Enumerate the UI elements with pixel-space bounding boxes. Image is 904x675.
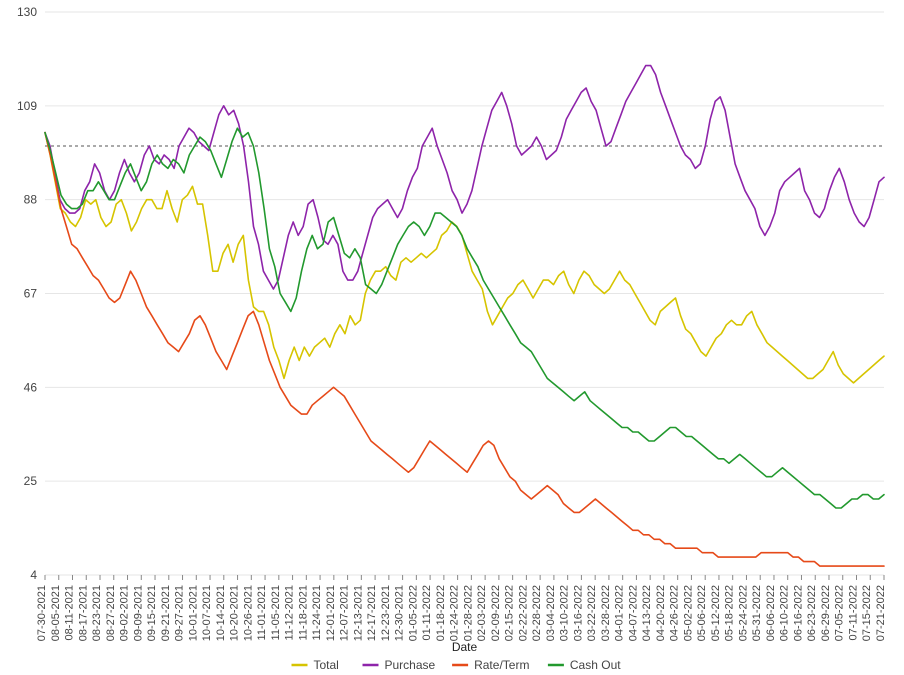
x-tick-label: 02-09-2022 <box>490 585 502 641</box>
x-tick-label: 03-10-2022 <box>559 585 571 641</box>
x-tick-label: 01-05-2022 <box>407 585 419 641</box>
x-tick-label: 04-20-2022 <box>655 585 667 641</box>
x-tick-label: 07-30-2021 <box>36 585 48 641</box>
x-tick-label: 03-28-2022 <box>600 585 612 641</box>
x-tick-label: 10-20-2021 <box>229 585 241 641</box>
y-tick-label: 88 <box>24 193 38 207</box>
x-tick-label: 01-28-2022 <box>462 585 474 641</box>
x-tick-label: 12-17-2021 <box>366 585 378 641</box>
x-tick-label: 12-30-2021 <box>394 585 406 641</box>
x-tick-label: 08-27-2021 <box>105 585 117 641</box>
x-tick-label: 05-06-2022 <box>696 585 708 641</box>
x-tick-label: 12-07-2021 <box>339 585 351 641</box>
x-tick-label: 04-13-2022 <box>641 585 653 641</box>
x-tick-label: 11-12-2021 <box>284 585 296 640</box>
x-tick-label: 09-09-2021 <box>132 585 144 641</box>
x-tick-label: 06-29-2022 <box>820 585 832 641</box>
x-tick-label: 09-02-2021 <box>119 585 131 641</box>
x-tick-label: 09-15-2021 <box>146 585 158 641</box>
x-tick-label: 05-18-2022 <box>724 585 736 641</box>
x-tick-label: 07-15-2022 <box>861 585 873 641</box>
x-tick-label: 07-11-2022 <box>847 585 859 640</box>
x-tick-label: 05-12-2022 <box>710 585 722 641</box>
x-tick-label: 03-22-2022 <box>586 585 598 641</box>
x-tick-label: 05-24-2022 <box>737 585 749 641</box>
x-tick-label: 04-07-2022 <box>627 585 639 641</box>
x-tick-label: 08-05-2021 <box>50 585 62 641</box>
x-tick-label: 10-14-2021 <box>215 585 227 641</box>
x-tick-label: 02-03-2022 <box>476 585 488 641</box>
x-tick-label: 12-01-2021 <box>325 585 337 641</box>
x-tick-label: 12-13-2021 <box>352 585 364 641</box>
x-tick-label: 11-18-2021 <box>297 585 309 640</box>
legend-label: Purchase <box>385 658 436 672</box>
x-tick-label: 03-16-2022 <box>572 585 584 641</box>
x-tick-label: 12-23-2021 <box>380 585 392 641</box>
x-tick-label: 02-15-2022 <box>504 585 516 641</box>
y-tick-label: 130 <box>17 5 37 19</box>
x-tick-label: 05-31-2022 <box>751 585 763 641</box>
x-tick-label: 10-26-2021 <box>242 585 254 641</box>
x-tick-label: 07-21-2022 <box>875 585 887 641</box>
x-tick-label: 06-23-2022 <box>806 585 818 641</box>
x-tick-label: 02-28-2022 <box>531 585 543 641</box>
legend-label: Total <box>314 658 339 672</box>
x-tick-label: 06-06-2022 <box>765 585 777 641</box>
y-tick-label: 67 <box>24 287 38 301</box>
x-tick-label: 01-24-2022 <box>449 585 461 641</box>
x-tick-label: 10-07-2021 <box>201 585 213 641</box>
y-tick-label: 109 <box>17 99 37 113</box>
line-chart: 4 25 46 67 88 109 130 07-30-202108-05-202108-11… <box>0 0 904 675</box>
x-tick-label: 10-01-2021 <box>187 585 199 641</box>
x-tick-label: 07-05-2022 <box>834 585 846 641</box>
x-tick-label: 04-26-2022 <box>669 585 681 641</box>
x-tick-label: 11-24-2021 <box>311 585 323 640</box>
x-tick-label: 08-17-2021 <box>77 585 89 641</box>
x-tick-label: 01-18-2022 <box>435 585 447 641</box>
x-tick-label: 06-10-2022 <box>779 585 791 641</box>
x-tick-label: 04-01-2022 <box>614 585 626 641</box>
x-tick-label: 03-04-2022 <box>545 585 557 641</box>
x-tick-label: 11-01-2021 <box>256 585 268 640</box>
x-tick-label: 09-27-2021 <box>174 585 186 641</box>
x-tick-label: 02-22-2022 <box>517 585 529 641</box>
x-axis-label: Date <box>452 640 478 654</box>
x-tick-label: 01-11-2022 <box>421 585 433 640</box>
x-tick-label: 08-11-2021 <box>64 585 76 640</box>
y-tick-label: 25 <box>24 474 38 488</box>
x-tick-label: 08-23-2021 <box>91 585 103 641</box>
chart-svg: 4 25 46 67 88 109 130 07-30-202108-05-202108-11… <box>0 0 904 675</box>
y-tick-label: 46 <box>24 380 38 394</box>
x-tick-label: 09-21-2021 <box>160 585 172 641</box>
y-tick-label: 4 <box>30 568 37 582</box>
x-tick-label: 06-16-2022 <box>792 585 804 641</box>
x-tick-label: 05-02-2022 <box>682 585 694 641</box>
legend-label: Rate/Term <box>474 658 529 672</box>
x-tick-label: 11-05-2021 <box>270 585 282 640</box>
legend-label: Cash Out <box>570 658 621 672</box>
